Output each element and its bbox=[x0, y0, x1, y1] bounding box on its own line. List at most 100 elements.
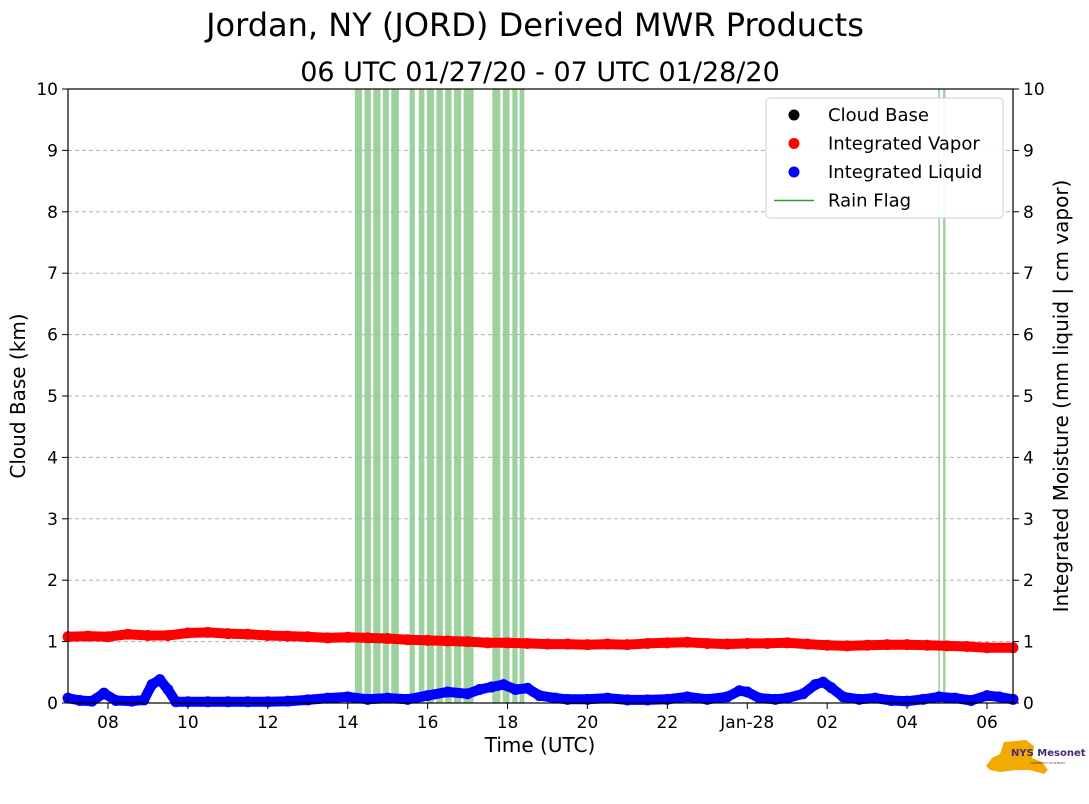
data-point bbox=[681, 636, 693, 648]
data-point bbox=[122, 628, 134, 640]
x-tick-label: 02 bbox=[816, 713, 838, 733]
y-tick-label-left: 0 bbox=[47, 694, 58, 714]
data-point bbox=[442, 686, 454, 698]
data-point bbox=[486, 681, 498, 693]
y-tick-label-left: 9 bbox=[47, 141, 58, 161]
data-point bbox=[202, 626, 214, 638]
data-point bbox=[661, 693, 673, 705]
data-point bbox=[981, 642, 993, 654]
data-point bbox=[561, 693, 573, 705]
x-tick-label: 10 bbox=[177, 713, 199, 733]
chart-subtitle: 06 UTC 01/27/20 - 07 UTC 01/28/20 bbox=[300, 57, 780, 88]
x-axis-label: Time (UTC) bbox=[484, 733, 596, 757]
data-point bbox=[721, 691, 733, 703]
rain-flag-band bbox=[453, 89, 462, 703]
data-point bbox=[422, 634, 434, 646]
data-point bbox=[242, 696, 254, 708]
y-tick-label-left: 6 bbox=[47, 326, 58, 346]
y-tick-label-left: 5 bbox=[47, 387, 58, 407]
data-point bbox=[941, 640, 953, 652]
y-tick-label-left: 3 bbox=[47, 510, 58, 530]
data-point bbox=[498, 679, 510, 691]
data-point bbox=[741, 637, 753, 649]
data-point bbox=[781, 692, 793, 704]
series-integrated-liquid bbox=[62, 674, 1019, 708]
x-tick-label: 04 bbox=[896, 713, 918, 733]
data-point bbox=[621, 694, 633, 706]
data-point bbox=[162, 629, 174, 641]
y-tick-label-right: 9 bbox=[1023, 141, 1034, 161]
data-point bbox=[382, 692, 394, 704]
data-point bbox=[182, 627, 194, 639]
data-point bbox=[462, 636, 474, 648]
data-point bbox=[202, 696, 214, 708]
data-point bbox=[761, 637, 773, 649]
data-point bbox=[110, 695, 122, 707]
y-tick-label-left: 7 bbox=[47, 264, 58, 284]
data-point bbox=[222, 696, 234, 708]
data-point bbox=[933, 691, 945, 703]
y-axis-label-left: Cloud Base (km) bbox=[6, 313, 30, 478]
data-point bbox=[641, 637, 653, 649]
y-tick-label-right: 10 bbox=[1023, 80, 1045, 100]
data-point bbox=[741, 686, 753, 698]
data-point bbox=[138, 694, 150, 706]
legend-label: Cloud Base bbox=[828, 105, 929, 126]
data-point bbox=[781, 637, 793, 649]
data-point bbox=[661, 637, 673, 649]
data-point bbox=[965, 695, 977, 707]
data-point bbox=[82, 630, 94, 642]
data-point bbox=[342, 691, 354, 703]
y-tick-label-left: 4 bbox=[47, 448, 58, 468]
legend-dot-marker bbox=[788, 166, 800, 178]
x-tick-label: 18 bbox=[497, 713, 519, 733]
data-point bbox=[753, 692, 765, 704]
y-tick-label-right: 7 bbox=[1023, 264, 1034, 284]
data-point bbox=[841, 640, 853, 652]
data-point bbox=[442, 635, 454, 647]
data-point bbox=[322, 632, 334, 644]
data-point bbox=[869, 692, 881, 704]
data-point bbox=[170, 696, 182, 708]
logo-text: NYS Mesonet bbox=[1011, 748, 1086, 759]
y-tick-label-left: 8 bbox=[47, 203, 58, 223]
data-point bbox=[362, 632, 374, 644]
data-point bbox=[961, 641, 973, 653]
rain-flag-band bbox=[519, 89, 525, 703]
data-point bbox=[601, 692, 613, 704]
data-point bbox=[302, 694, 314, 706]
data-point bbox=[262, 629, 274, 641]
data-point bbox=[921, 639, 933, 651]
data-point bbox=[86, 695, 98, 707]
x-tick-label: 08 bbox=[97, 713, 119, 733]
legend-label: Integrated Vapor bbox=[828, 134, 980, 155]
x-tick-label: 20 bbox=[577, 713, 599, 733]
x-tick-label: 22 bbox=[657, 713, 679, 733]
data-point bbox=[949, 692, 961, 704]
axes: 08 10 12 14 16 18 20 22 Jan-28 02 04 060 01 12 23 34 45 5… bbox=[36, 80, 1044, 733]
data-point bbox=[993, 691, 1005, 703]
y-tick-label-right: 1 bbox=[1023, 633, 1034, 653]
data-point bbox=[769, 693, 781, 705]
data-point bbox=[302, 631, 314, 643]
y-tick-label-left: 2 bbox=[47, 571, 58, 591]
data-point bbox=[422, 690, 434, 702]
x-tick-label: Jan-28 bbox=[719, 713, 774, 733]
y-axis-label-right: Integrated Moisture (mm liquid | cm vapo… bbox=[1049, 180, 1073, 613]
data-point bbox=[74, 695, 86, 707]
y-tick-label-right: 2 bbox=[1023, 571, 1034, 591]
data-point bbox=[510, 683, 522, 695]
data-point bbox=[502, 637, 514, 649]
data-point bbox=[182, 696, 194, 708]
data-point bbox=[881, 639, 893, 651]
x-tick-label: 12 bbox=[257, 713, 279, 733]
y-tick-label-right: 4 bbox=[1023, 448, 1034, 468]
data-point bbox=[621, 639, 633, 651]
data-point bbox=[825, 682, 837, 694]
data-point bbox=[837, 691, 849, 703]
data-point bbox=[797, 688, 809, 700]
data-point bbox=[981, 690, 993, 702]
data-point bbox=[154, 674, 166, 686]
legend: Cloud Base Integrated Vapor Integrated Liq… bbox=[765, 97, 1004, 219]
